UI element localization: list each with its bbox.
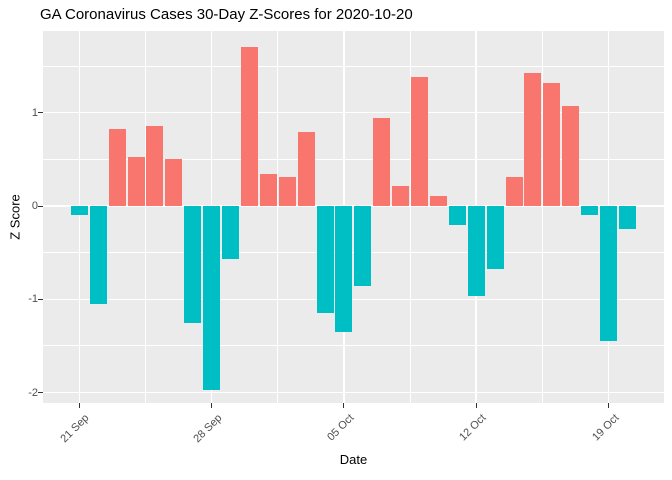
bar (335, 206, 353, 332)
bar (203, 206, 221, 390)
y-axis-tick-label: 0 (31, 200, 38, 212)
bar (373, 118, 391, 206)
bar (429, 195, 447, 206)
bar (543, 82, 561, 206)
y-axis-tick-mark (38, 112, 43, 114)
x-axis-tick-mark (343, 403, 345, 408)
bar (524, 73, 542, 206)
bar (222, 206, 239, 260)
bar (108, 129, 126, 206)
bar (316, 206, 334, 314)
plot-title: GA Coronavirus Cases 30-Day Z-Scores for… (40, 6, 413, 23)
bar (146, 125, 164, 206)
y-axis-tick-mark (38, 205, 43, 207)
bar (562, 106, 580, 206)
bar (89, 206, 107, 304)
bar (240, 47, 258, 206)
bar (467, 206, 485, 296)
x-axis-tick-mark (78, 403, 80, 408)
bar (486, 206, 504, 270)
bar (581, 206, 599, 216)
minor-gridline-horizontal (43, 65, 664, 67)
bar (127, 156, 145, 206)
y-axis-title: Z Score (7, 194, 23, 240)
x-axis-title: Date (339, 452, 368, 467)
bar (600, 206, 617, 342)
major-gridline-horizontal (43, 111, 664, 114)
bar (505, 177, 523, 206)
minor-gridline-vertical (409, 31, 411, 403)
major-gridline-horizontal (43, 391, 664, 394)
x-axis-tick-mark (608, 403, 609, 408)
major-gridline-horizontal (43, 298, 664, 301)
bar (297, 132, 315, 206)
major-gridline-horizontal (43, 205, 664, 207)
bar (165, 159, 183, 206)
y-axis-tick-mark (38, 298, 43, 300)
minor-gridline-horizontal (43, 345, 664, 347)
plot-panel (43, 31, 664, 403)
minor-gridline-horizontal (43, 158, 664, 160)
bar (184, 206, 202, 323)
major-gridline-vertical (78, 31, 81, 403)
minor-gridline-vertical (541, 31, 543, 403)
bar (448, 206, 466, 225)
minor-gridline-vertical (277, 31, 279, 403)
minor-gridline-vertical (144, 31, 146, 403)
bar (392, 186, 410, 206)
bar (411, 77, 428, 206)
bar (618, 206, 636, 230)
bar (259, 174, 277, 206)
y-axis-tick-mark (38, 392, 43, 394)
y-axis-tick-label: 1 (31, 106, 38, 119)
x-axis-tick-mark (475, 403, 477, 408)
minor-gridline-horizontal (43, 252, 664, 254)
bar (354, 206, 372, 287)
bar (70, 206, 88, 216)
x-axis-tick-mark (211, 403, 213, 408)
bar (278, 177, 296, 206)
y-axis-tick-label: -1 (28, 293, 38, 306)
y-axis-tick-label: -2 (28, 386, 38, 399)
